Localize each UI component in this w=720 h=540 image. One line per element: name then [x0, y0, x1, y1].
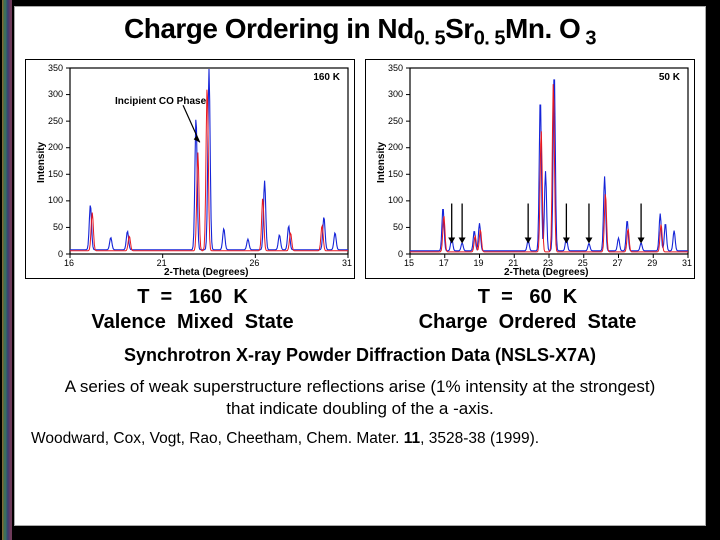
- method-subtitle: Synchrotron X-ray Powder Diffraction Dat…: [25, 345, 695, 366]
- chart-captions: T = 160 K Valence Mixed State T = 60 K C…: [25, 285, 695, 335]
- caption-right-line1: T = 60 K: [360, 285, 695, 310]
- content-card: Charge Ordering in Nd0. 5Sr0. 5Mn. O 3 1…: [14, 6, 706, 526]
- body-text: A series of weak superstructure reflecti…: [55, 376, 665, 420]
- charts-row: 162126310501001502002503003502-Theta (De…: [25, 59, 695, 279]
- caption-left-line1: T = 160 K: [25, 285, 360, 310]
- caption-left: T = 160 K Valence Mixed State: [25, 285, 360, 335]
- xrd-chart-160k: 162126310501001502002503003502-Theta (De…: [25, 59, 355, 279]
- slide-root: Charge Ordering in Nd0. 5Sr0. 5Mn. O 3 1…: [0, 0, 720, 540]
- xrd-chart-60k: 1517192123252729310501001502002503003502…: [365, 59, 695, 279]
- caption-right-line2: Charge Ordered State: [360, 310, 695, 335]
- citation: Woodward, Cox, Vogt, Rao, Cheetham, Chem…: [31, 430, 689, 448]
- slide-title: Charge Ordering in Nd0. 5Sr0. 5Mn. O 3: [25, 13, 695, 51]
- caption-right: T = 60 K Charge Ordered State: [360, 285, 695, 335]
- caption-left-line2: Valence Mixed State: [25, 310, 360, 335]
